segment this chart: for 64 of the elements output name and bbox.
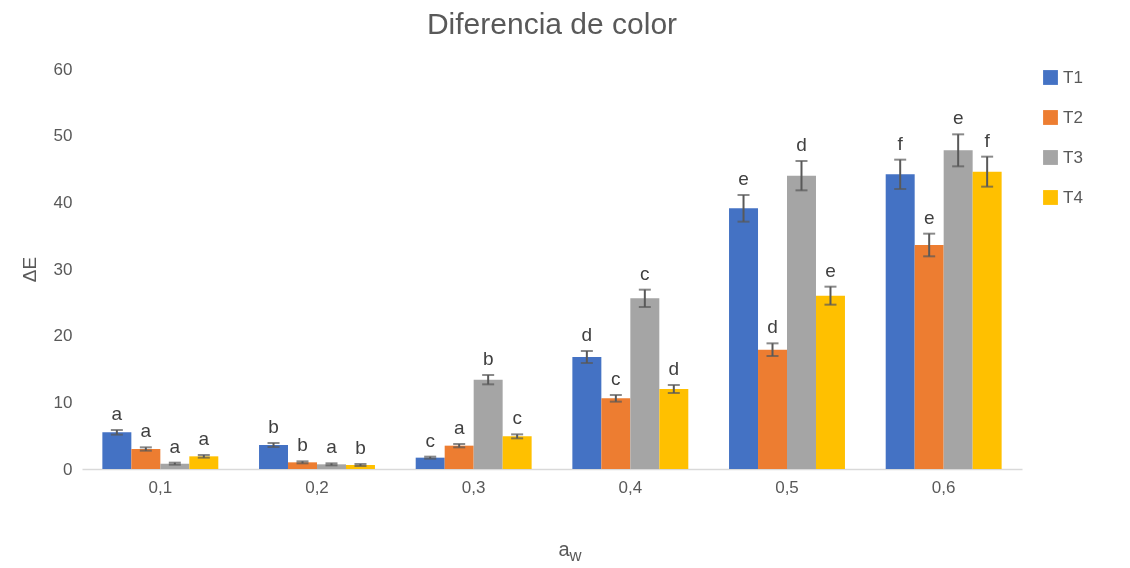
data-label: c: [611, 368, 621, 389]
legend-label: T3: [1063, 147, 1083, 167]
data-label: b: [268, 416, 279, 437]
y-tick-label: 50: [53, 126, 73, 146]
x-tick-label: 0,6: [931, 477, 956, 497]
x-tick-label: 0,2: [305, 477, 329, 497]
bar: [102, 432, 132, 469]
data-label: d: [668, 358, 680, 379]
bar: [502, 436, 532, 469]
data-label: e: [738, 168, 749, 189]
data-label: c: [425, 429, 435, 451]
y-tick-label: 30: [53, 259, 73, 279]
data-label: f: [984, 129, 991, 151]
data-label: b: [355, 437, 366, 458]
data-label: a: [111, 403, 123, 424]
data-label: c: [640, 262, 650, 284]
chart-title: Diferencia de color: [426, 7, 678, 40]
data-label: b: [482, 348, 494, 369]
bar: [444, 445, 474, 469]
data-label: a: [198, 428, 210, 449]
x-tick-label: 0,3: [461, 477, 486, 497]
data-label: a: [453, 417, 465, 438]
bar: [659, 389, 689, 469]
x-tick-label: 0,1: [148, 477, 173, 497]
bar: [601, 398, 631, 469]
bar: [815, 295, 845, 469]
data-label: e: [952, 107, 964, 129]
y-tick-label: 10: [53, 392, 73, 412]
y-tick-label: 60: [53, 59, 73, 79]
data-label: a: [140, 420, 152, 442]
data-label: b: [297, 434, 308, 456]
legend-label: T1: [1063, 67, 1083, 87]
bar: [972, 171, 1002, 469]
bar: [943, 150, 973, 469]
data-label: e: [825, 259, 836, 281]
bar: [259, 445, 289, 469]
y-tick-label: 0: [63, 459, 73, 479]
bar: [885, 174, 915, 469]
y-tick-label: 40: [53, 192, 73, 212]
data-label: a: [169, 435, 181, 457]
bar: [473, 379, 503, 469]
data-label: a: [326, 436, 338, 458]
bar: [131, 449, 161, 469]
y-tick-label: 20: [53, 326, 73, 346]
data-label: d: [796, 134, 807, 155]
x-axis-title: a$_{w}$: [557, 538, 583, 566]
bar: [787, 175, 816, 469]
legend-label: T2: [1063, 107, 1083, 127]
bar: [758, 349, 787, 469]
data-label: e: [923, 206, 935, 228]
x-tick-label: 0,4: [618, 477, 643, 497]
bar: [189, 456, 219, 469]
data-label: f: [897, 132, 904, 154]
bar: [630, 298, 660, 469]
y-axis-title: ΔE: [18, 256, 40, 283]
data-label: d: [767, 316, 778, 338]
bar: [415, 457, 445, 469]
data-label: c: [512, 407, 522, 429]
bar: [914, 245, 944, 469]
bar: [572, 357, 602, 469]
x-tick-label: 0,5: [775, 477, 799, 497]
legend-label: T4: [1063, 187, 1083, 207]
bar: [729, 208, 759, 469]
data-label: d: [581, 324, 593, 345]
